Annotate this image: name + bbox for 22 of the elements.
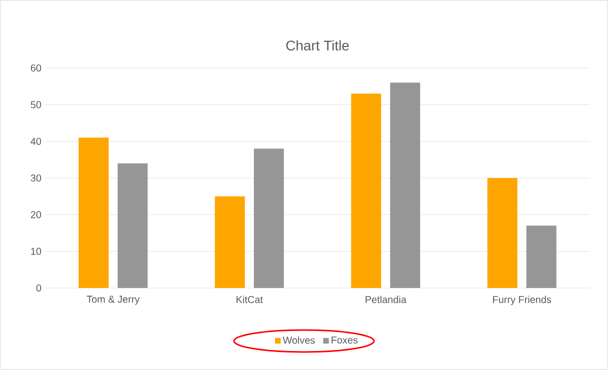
x-tick-label: KitCat (236, 296, 263, 304)
y-tick-label: 40 (30, 138, 42, 145)
bar (526, 226, 556, 288)
legend-label: Foxes (332, 336, 358, 344)
bar (487, 178, 518, 288)
y-tick-label: 10 (31, 248, 42, 255)
y-tick-label: 30 (30, 174, 42, 182)
x-tick-label: Petlandia (366, 296, 406, 304)
bar (351, 94, 382, 288)
bar (214, 196, 245, 288)
bar (78, 138, 109, 288)
y-tick-label: 50 (30, 101, 42, 108)
x-tick-label: Furry Friends (493, 296, 552, 306)
chart-title: Chart Title (286, 40, 349, 51)
x-tick-label: Tom & Jerry (86, 296, 140, 305)
y-tick-label: 20 (30, 211, 42, 218)
bar (118, 163, 148, 288)
bar (390, 82, 420, 288)
y-tick-label: 0 (36, 284, 42, 292)
legend-label: Wolves (282, 336, 315, 344)
y-tick-label: 60 (30, 64, 42, 72)
bar (254, 148, 284, 288)
